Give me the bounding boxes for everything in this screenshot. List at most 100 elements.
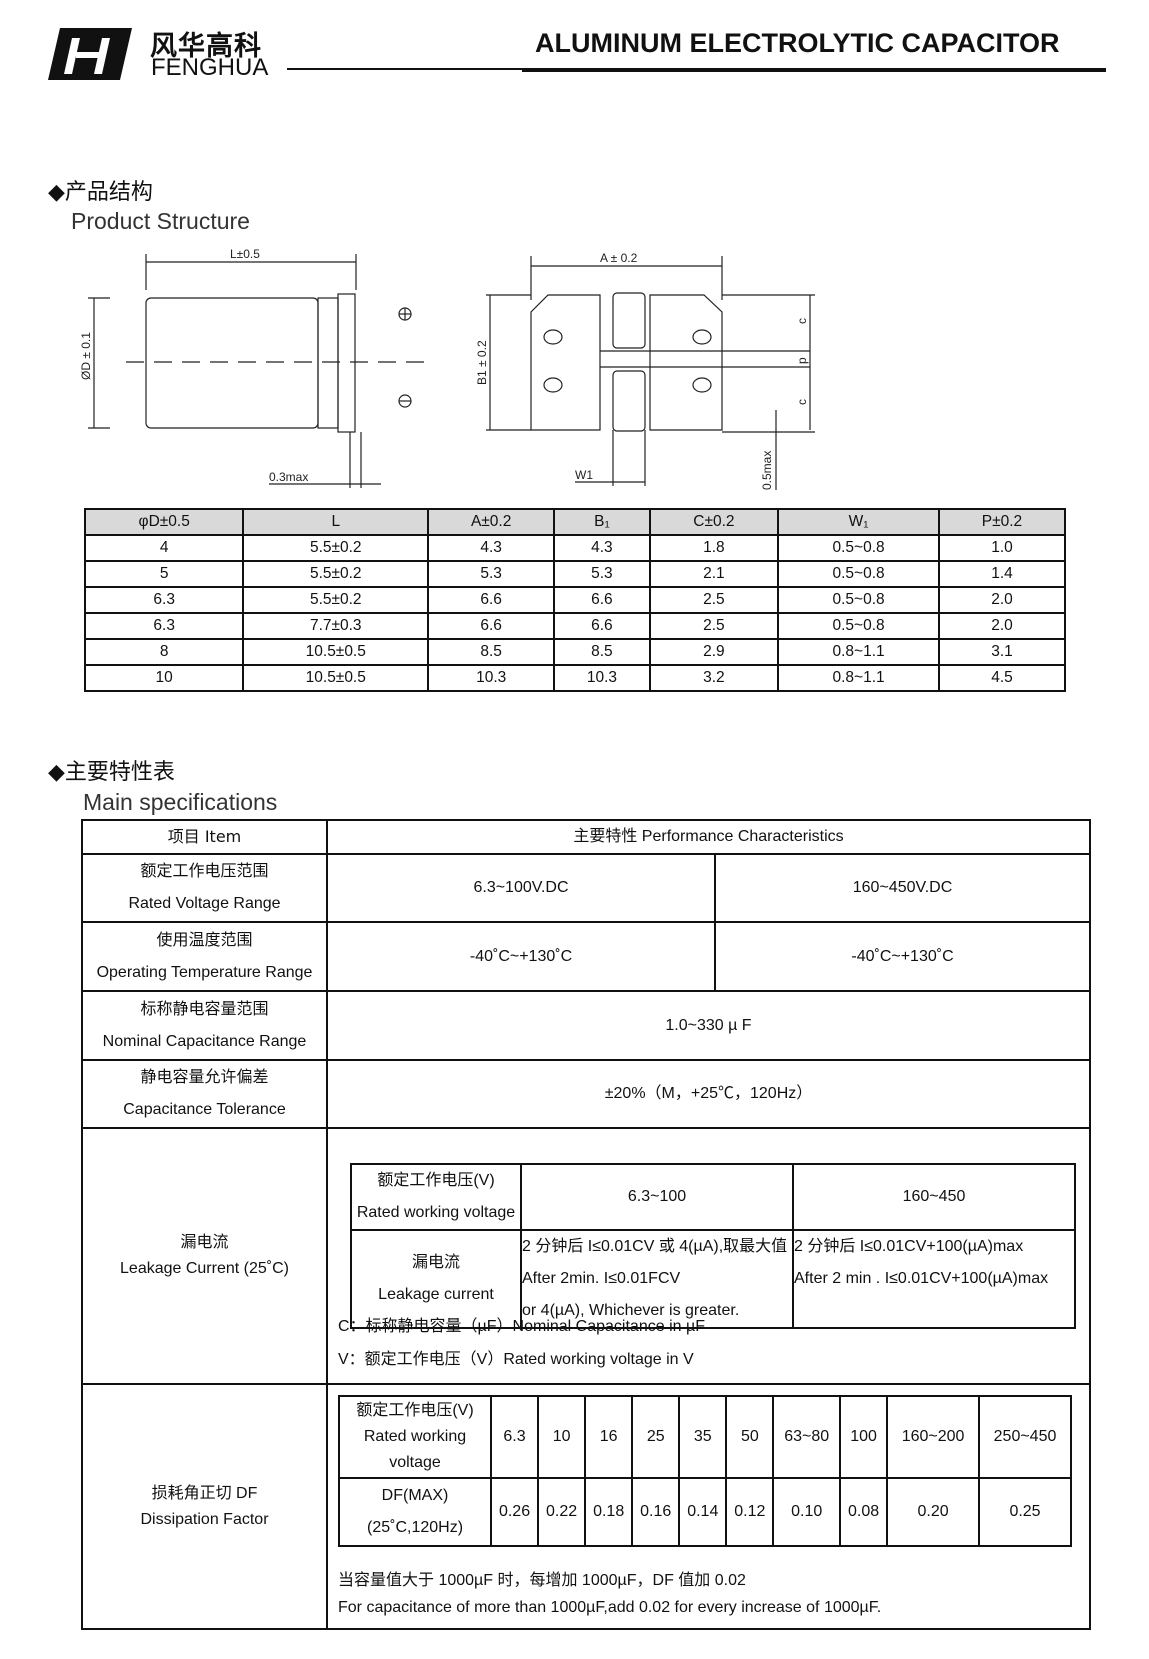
table-cell: 2.9 (648, 638, 780, 666)
table-cell: 0.8~1.1 (777, 664, 940, 692)
table-cell: 4.3 (553, 534, 651, 562)
brand-en: FENGHUA (151, 54, 269, 81)
table-cell: L (242, 508, 430, 536)
table-cell: 10.3 (553, 664, 651, 692)
df-voltage: 16 (584, 1395, 634, 1479)
table-row: 6.3 5.5±0.2 6.6 6.6 2.5 0.5~0.8 2.0 (83, 586, 1067, 614)
label-03max: 0.3max (269, 470, 308, 484)
table-cell: 10 (83, 664, 245, 692)
header-rule-thick (522, 68, 1106, 72)
table-cell: 0.5~0.8 (777, 612, 940, 640)
voltage-high: 160~450V.DC (714, 853, 1091, 923)
df-value: 0.10 (772, 1477, 842, 1547)
leakage-subtable: 额定工作电压(V) Rated working voltage 6.3~100 160… (350, 1163, 1076, 1329)
df-value: 0.14 (678, 1477, 728, 1547)
df-note-cn: 当容量值大于 1000µF 时，每增加 1000µF，DF 值加 0.02 (338, 1572, 746, 1589)
table-row: 5 5.5±0.2 5.3 5.3 2.1 0.5~0.8 1.4 (83, 560, 1067, 588)
table-cell: 1.0 (937, 534, 1067, 562)
df-voltage: 10 (537, 1395, 587, 1479)
table-cell: 6.6 (553, 586, 651, 614)
row-leak-label: 漏电流 Leakage Current (25˚C) (81, 1127, 328, 1385)
table-row: 8 10.5±0.5 8.5 8.5 2.9 0.8~1.1 3.1 (83, 638, 1067, 666)
table-cell: 4 (83, 534, 245, 562)
table-cell: 6.6 (427, 612, 556, 640)
df-note-en: For capacitance of more than 1000µF,add … (338, 1599, 882, 1616)
label-D: ØD ± 0.1 (79, 332, 93, 380)
table-cell: 2.0 (937, 612, 1067, 640)
specs-title-en: Main specifications (83, 789, 278, 815)
df-value: 0.25 (978, 1477, 1072, 1547)
table-cell: 2.0 (937, 586, 1067, 614)
row-tol-label: 静电容量允许偏差 Capacitance Tolerance (81, 1059, 328, 1129)
brand-cn: 风华高科 (150, 31, 262, 62)
label-L: L±0.5 (230, 247, 260, 261)
table-cell: A±0.2 (427, 508, 556, 536)
df-voltage: 35 (678, 1395, 728, 1479)
row-voltage-label: 额定工作电压范围 Rated Voltage Range (81, 853, 328, 923)
note-v: V：额定工作电压（V）Rated working voltage in V (338, 1351, 694, 1368)
df-value: 0.08 (839, 1477, 889, 1547)
df-voltage: 100 (839, 1395, 889, 1479)
doc-title: ALUMINUM ELECTROLYTIC CAPACITOR (535, 28, 1060, 58)
header-rule (287, 68, 522, 70)
table-cell: 0.5~0.8 (777, 586, 940, 614)
table-cell: 5.5±0.2 (242, 534, 430, 562)
table-cell: W₁ (777, 508, 940, 536)
df-voltage: 250~450 (978, 1395, 1072, 1479)
df-voltage: 6.3 (489, 1395, 540, 1479)
table-cell: B₁ (553, 508, 651, 536)
table-cell: 8 (83, 638, 245, 666)
fenghua-logo (48, 28, 132, 80)
temp-high: -40˚C~+130˚C (714, 921, 1091, 992)
specs-table: 项目 Item 主要特性 Performance Characteristics … (81, 819, 1091, 1630)
table-cell: 5.5±0.2 (242, 560, 430, 588)
label-B1: B1 ± 0.2 (475, 340, 489, 385)
df-voltage: 160~200 (886, 1395, 981, 1479)
table-cell: P±0.2 (937, 508, 1067, 536)
table-cell: 5.5±0.2 (242, 586, 430, 614)
leakage-cell: 额定工作电压(V) Rated working voltage 6.3~100 160… (326, 1127, 1091, 1385)
df-subtable: 额定工作电压(V) Rated working voltage 6.3 10 16 25 35… (338, 1395, 1072, 1547)
df-value: 0.18 (584, 1477, 634, 1547)
df-voltage: 25 (631, 1395, 681, 1479)
label-A: A ± 0.2 (600, 251, 638, 265)
row-temp-label: 使用温度范围 Operating Temperature Range (81, 921, 328, 992)
table-cell: 5.3 (427, 560, 556, 588)
dimensions-table: φD±0.5 L A±0.2 B₁ C±0.2 W₁ P±0.2 4 5.5±0.2 4.3 4.3… (83, 508, 1067, 692)
section-title-cn: ◆产品结构 (48, 180, 153, 205)
label-p: p (795, 357, 809, 364)
table-cell: φD±0.5 (83, 508, 245, 536)
table-cell: 1.8 (648, 534, 780, 562)
table-cell: 5 (83, 560, 245, 588)
df-value: 0.22 (537, 1477, 587, 1547)
df-value: 0.26 (489, 1477, 540, 1547)
table-cell: 0.8~1.1 (777, 638, 940, 666)
df-value: 0.12 (725, 1477, 775, 1547)
table-cell: 2.1 (648, 560, 780, 588)
df-voltage: 63~80 (772, 1395, 842, 1479)
table-cell: 2.5 (648, 586, 780, 614)
table-cell: 4.3 (427, 534, 556, 562)
header-performance: 主要特性 Performance Characteristics (326, 819, 1091, 855)
table-cell: 7.7±0.3 (242, 612, 430, 640)
table-row: 4 5.5±0.2 4.3 4.3 1.8 0.5~0.8 1.0 (83, 534, 1067, 562)
label-c-top: c (795, 318, 809, 324)
table-cell: C±0.2 (648, 508, 780, 536)
table-cell: 1.4 (937, 560, 1067, 588)
voltage-low: 6.3~100V.DC (326, 853, 716, 923)
table-cell: 8.5 (553, 638, 651, 666)
structure-drawing: L±0.5 ØD ± 0.1 0.3max A ± 0.2 B1 ± 0.2 c… (79, 247, 815, 490)
section-title-en: Product Structure (71, 208, 250, 234)
table-cell: 5.3 (553, 560, 651, 588)
table-cell: 0.5~0.8 (777, 534, 940, 562)
header-item: 项目 Item (81, 819, 328, 855)
table-cell: 3.2 (648, 664, 780, 692)
table-cell: 6.3 (83, 612, 245, 640)
table-cell: 10.5±0.5 (242, 638, 430, 666)
label-05max: 0.5max (760, 451, 774, 490)
label-c-bottom: c (795, 399, 809, 405)
df-cell: 额定工作电压(V) Rated working voltage 6.3 10 16 25 35… (326, 1383, 1091, 1630)
cap-range: 1.0~330 µ F (326, 990, 1091, 1061)
table-cell: 3.1 (937, 638, 1067, 666)
